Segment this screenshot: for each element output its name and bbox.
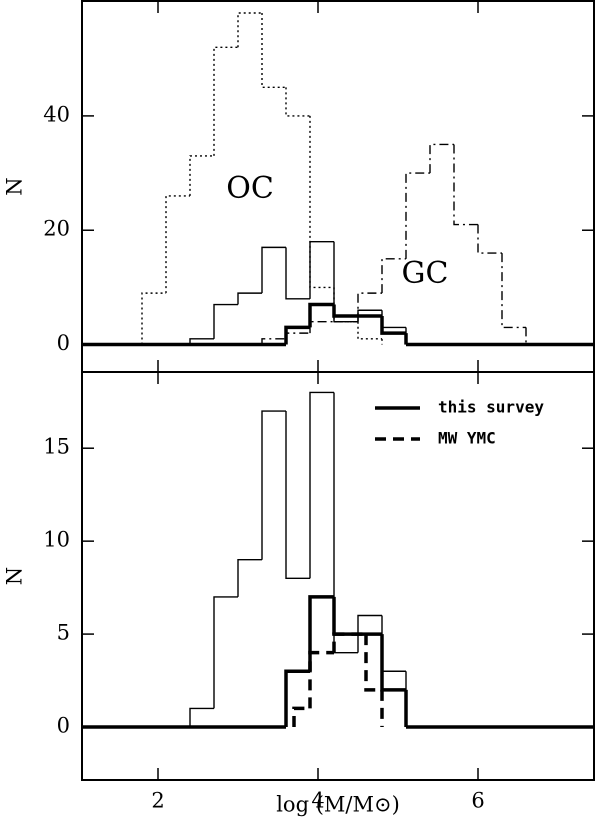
- histogram-step: [380, 634, 406, 692]
- legend-label: MW YMC: [438, 429, 496, 448]
- histogram-step: [237, 292, 262, 305]
- plot-frame: [81, 371, 595, 781]
- histogram-step: [453, 144, 478, 226]
- y-tick-label: 20: [43, 217, 70, 241]
- histogram-step: [333, 392, 358, 654]
- histogram-step: [261, 338, 286, 345]
- y-tick-label: 5: [57, 621, 70, 645]
- x-tick-label: 2: [151, 789, 164, 813]
- histogram-step: [364, 634, 382, 692]
- histogram-step: [141, 292, 166, 345]
- histogram-step: [285, 87, 310, 117]
- histogram-step: [189, 707, 214, 728]
- histogram-step: [285, 247, 310, 300]
- annotation: OC: [226, 171, 274, 206]
- histogram-step: [357, 321, 382, 340]
- histogram-step: [284, 669, 310, 728]
- histogram-step: [405, 172, 430, 259]
- histogram-step: [261, 246, 286, 294]
- histogram-step: [261, 13, 286, 89]
- histogram-step: [309, 240, 334, 299]
- histogram-step: [357, 614, 382, 653]
- histogram-step: [308, 302, 334, 328]
- histogram-step: [292, 706, 310, 728]
- histogram-step: [308, 650, 334, 709]
- y-tick-label: 15: [43, 435, 70, 459]
- histogram-step: [357, 292, 382, 322]
- x-axis-label: log (M/M⊙): [276, 793, 400, 817]
- histogram-step: [309, 391, 334, 579]
- histogram-step: [165, 195, 190, 294]
- histogram-step: [285, 411, 310, 580]
- histogram-step: [284, 325, 310, 345]
- histogram-step: [333, 241, 358, 323]
- histogram-step: [285, 332, 310, 339]
- y-tick-label: 10: [43, 528, 70, 552]
- histogram-step: [237, 12, 262, 48]
- histogram-step: [332, 632, 366, 653]
- histogram-step: [332, 596, 358, 636]
- histogram-step: [189, 155, 214, 196]
- histogram-step: [477, 224, 502, 254]
- annotation: GC: [402, 256, 449, 291]
- histogram-step: [381, 615, 406, 672]
- y-axis-label: N: [3, 567, 27, 585]
- histogram-step: [429, 143, 454, 174]
- legend-label: this survey: [438, 398, 544, 417]
- x-tick-label: 4: [311, 789, 324, 813]
- x-tick-label: 6: [471, 789, 484, 813]
- histogram-step: [332, 304, 358, 318]
- y-tick-label: 0: [57, 714, 70, 738]
- histogram-step: [261, 410, 286, 560]
- y-tick-label: 40: [43, 102, 70, 126]
- histogram-step: [380, 315, 406, 335]
- histogram-step: [501, 253, 526, 329]
- histogram-step: [237, 559, 262, 597]
- histogram-step: [308, 595, 334, 672]
- histogram-step: [189, 338, 214, 345]
- histogram-step: [381, 310, 406, 329]
- histogram-step: [213, 46, 238, 156]
- y-tick-label: 0: [57, 331, 70, 355]
- histogram-step: [309, 115, 334, 289]
- y-axis-label: N: [3, 177, 27, 195]
- histogram-step: [213, 596, 238, 709]
- histogram-step: [213, 303, 238, 339]
- histogram-step: [309, 320, 334, 334]
